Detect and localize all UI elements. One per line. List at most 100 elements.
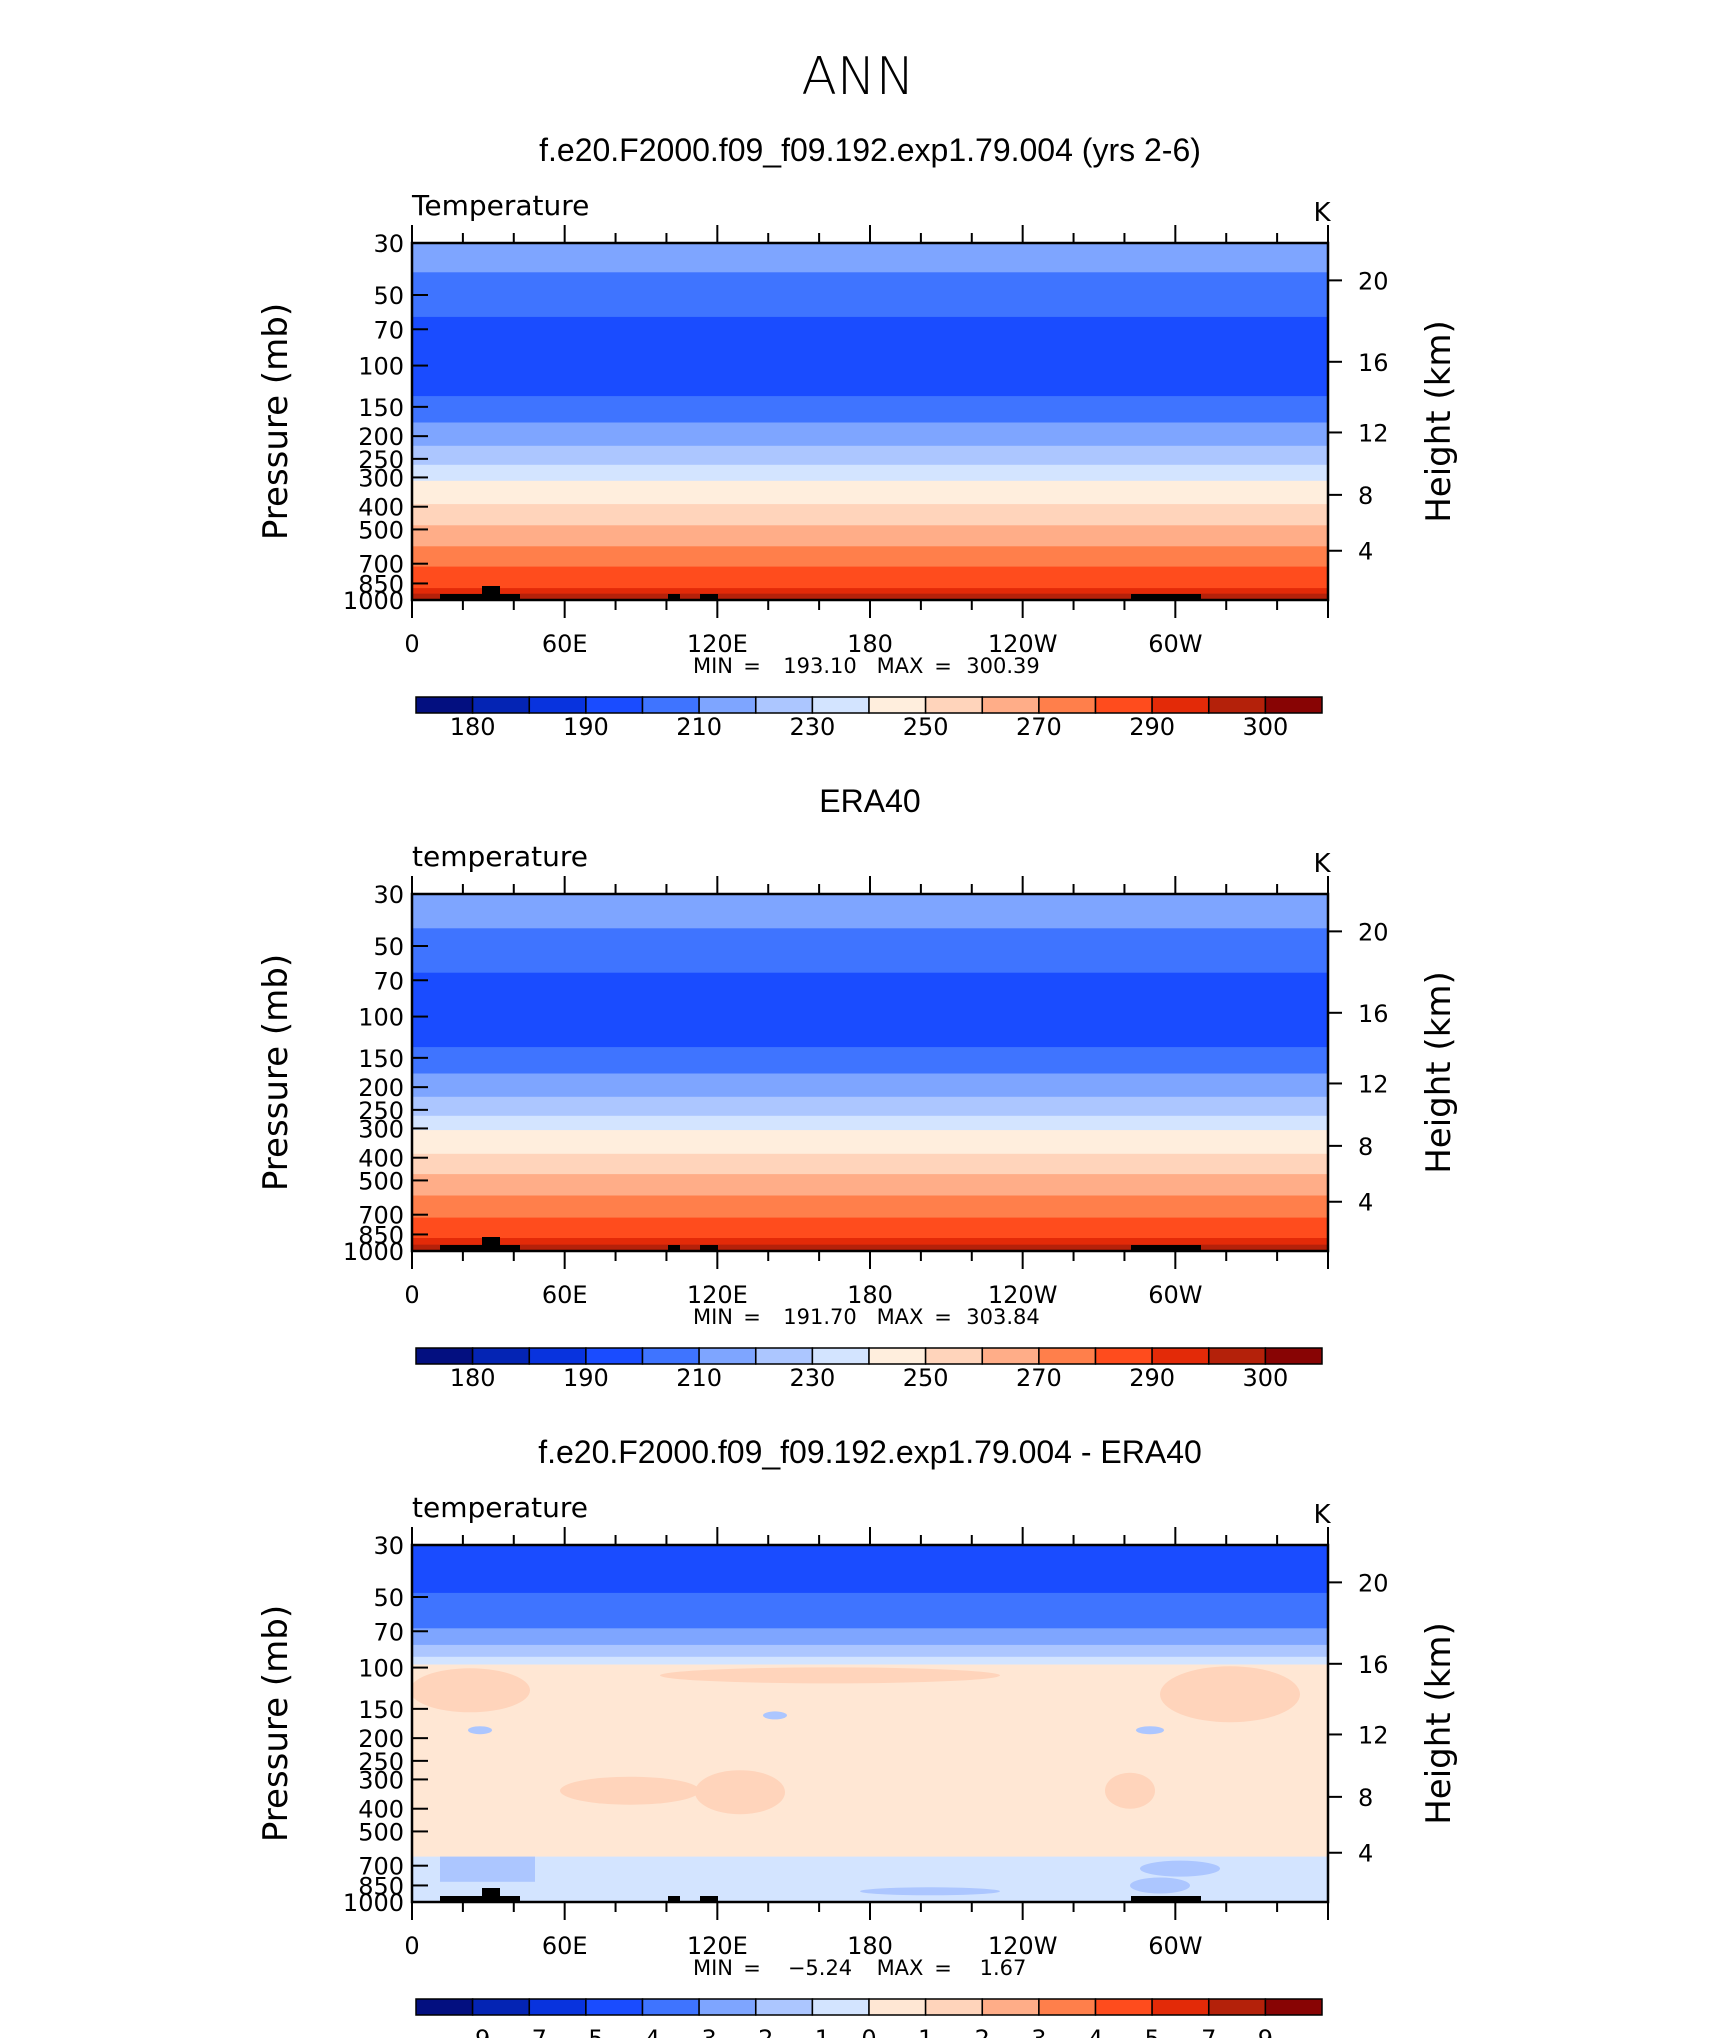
- units-label: K: [1313, 198, 1331, 228]
- pressure-tick-label: 250: [358, 1748, 404, 1776]
- colorbar-label: 270: [1016, 713, 1062, 741]
- lon-tick-label: 120W: [988, 630, 1058, 658]
- pressure-tick-label: 200: [358, 1074, 404, 1102]
- contour-band: [412, 1217, 1328, 1239]
- contour-band: [412, 566, 1328, 589]
- height-tick-label: 8: [1358, 1784, 1373, 1812]
- units-label: K: [1313, 1500, 1331, 1530]
- variable-label: Temperature: [411, 189, 589, 222]
- height-tick-label: 4: [1358, 1189, 1373, 1217]
- contour-band: [412, 546, 1328, 568]
- pressure-tick-label: 250: [358, 1097, 404, 1125]
- lon-tick-label: 60E: [542, 630, 588, 658]
- pressure-tick-label: 200: [358, 1725, 404, 1753]
- stats-max-value: 1.67: [980, 1956, 1027, 1980]
- lon-tick-label: 60W: [1148, 1281, 1202, 1309]
- pressure-tick-label: 50: [373, 933, 404, 961]
- stats-eq: =: [934, 1956, 952, 1980]
- colorbar-box: [811, 1998, 870, 2016]
- stats-eq: =: [934, 654, 952, 678]
- height-tick-label: 12: [1358, 1721, 1389, 1749]
- lon-tick-label: 120E: [687, 1281, 748, 1309]
- colorbar-box: [1038, 1347, 1097, 1365]
- contour-band: [412, 928, 1328, 974]
- height-tick-label: 4: [1358, 1840, 1373, 1868]
- contour-band: [412, 480, 1328, 505]
- pressure-tick-label: 400: [358, 494, 404, 522]
- contour-band: [412, 1130, 1328, 1155]
- stats-max-label: MAX: [877, 1305, 924, 1329]
- colorbar-label: 270: [1016, 1364, 1062, 1392]
- pressure-tick-label: 1000: [343, 587, 404, 615]
- colorbar-label: −5: [568, 2025, 603, 2038]
- colorbar-box: [924, 1998, 983, 2016]
- colorbar-box: [1038, 696, 1097, 714]
- colorbar-label: 300: [1242, 713, 1288, 741]
- contour-band: [412, 1545, 1328, 1594]
- colorbar-box: [415, 1998, 474, 2016]
- colorbar-box: [585, 1998, 644, 2016]
- pressure-tick-label: 500: [358, 516, 404, 544]
- colorbar-box: [698, 696, 757, 714]
- pressure-tick-label: 70: [373, 967, 404, 995]
- pressure-tick-label: 850: [358, 1221, 404, 1249]
- contour-bands: [412, 1545, 1328, 1902]
- topography-mask: [668, 1896, 680, 1902]
- colorbar-label: 190: [563, 1364, 609, 1392]
- lon-tick-label: 60E: [542, 1932, 588, 1960]
- lon-tick-label: 120E: [687, 1932, 748, 1960]
- stats-min-value: −5.24: [788, 1956, 852, 1980]
- stats-eq: =: [743, 1305, 761, 1329]
- colorbar-label: 250: [903, 713, 949, 741]
- height-tick-label: 12: [1358, 1070, 1389, 1098]
- panel-title: ERA40: [819, 783, 920, 819]
- pressure-tick-label: 1000: [343, 1889, 404, 1917]
- contour-band: [412, 1115, 1328, 1131]
- lon-tick-label: 60W: [1148, 1932, 1202, 1960]
- pressure-tick-label: 30: [373, 230, 404, 258]
- colorbar-box: [1264, 1998, 1323, 2016]
- surface-band: [412, 1244, 1328, 1251]
- lon-tick-label: 180: [847, 1281, 893, 1309]
- contour-band: [412, 504, 1328, 526]
- cool-anomaly-region: [1140, 1860, 1220, 1877]
- topography-mask: [668, 594, 680, 600]
- colorbar-label: −4: [625, 2025, 660, 2038]
- contour-band: [412, 422, 1328, 447]
- colorbar-box: [755, 696, 814, 714]
- contour-band: [412, 396, 1328, 423]
- pressure-tick-label: 250: [358, 446, 404, 474]
- colorbar-box: [415, 1347, 474, 1365]
- y-axis-title-right: Height (km): [1419, 320, 1459, 523]
- lon-tick-label: 120E: [687, 630, 748, 658]
- topography-mask: [700, 1896, 718, 1902]
- contour-band: [412, 1174, 1328, 1196]
- stats-max-value: 303.84: [966, 1305, 1039, 1329]
- pressure-tick-label: 400: [358, 1145, 404, 1173]
- y-axis-title-right: Height (km): [1419, 971, 1459, 1174]
- stats-min-value: 193.10: [783, 654, 856, 678]
- colorbar-box: [528, 696, 587, 714]
- colorbar-box: [698, 1998, 757, 2016]
- colorbar-label: −9: [455, 2025, 490, 2038]
- colorbar-box: [415, 696, 474, 714]
- contour-band: [412, 445, 1328, 466]
- contour-band: [412, 1644, 1328, 1658]
- colorbar-label: 290: [1129, 713, 1175, 741]
- stats-min-value: 191.70: [783, 1305, 856, 1329]
- pressure-tick-label: 850: [358, 1872, 404, 1900]
- colorbar-box: [868, 1347, 927, 1365]
- colorbar-box: [1208, 1998, 1267, 2016]
- height-tick-label: 20: [1358, 267, 1389, 295]
- colorbar-label: 250: [903, 1364, 949, 1392]
- contour-band: [412, 464, 1328, 482]
- colorbar-box: [528, 1998, 587, 2016]
- colorbar-box: [755, 1998, 814, 2016]
- contour-band: [412, 525, 1328, 547]
- y-axis-title: Pressure (mb): [256, 954, 296, 1191]
- pressure-tick-label: 100: [358, 1655, 404, 1683]
- topography-mask: [1131, 1896, 1201, 1902]
- warm-anomaly-region: [695, 1770, 785, 1815]
- stats-eq: =: [743, 1956, 761, 1980]
- colorbar-box: [641, 1998, 700, 2016]
